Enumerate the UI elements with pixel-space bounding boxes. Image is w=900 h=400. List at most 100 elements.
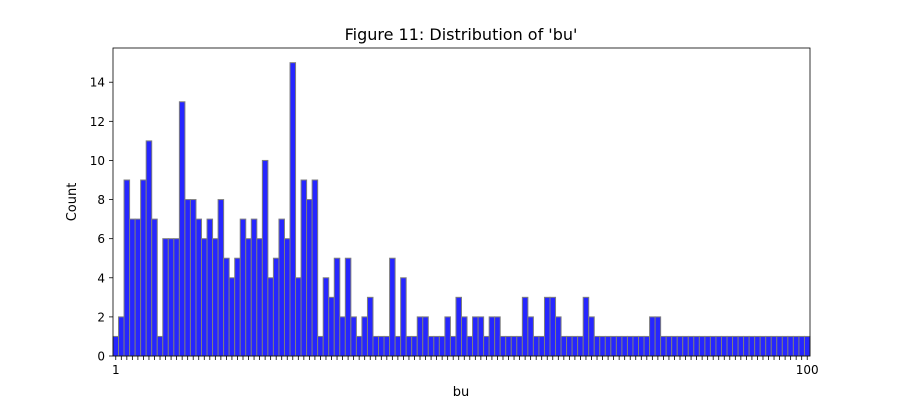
bar <box>333 257 341 357</box>
bar <box>776 335 783 357</box>
bar <box>626 335 634 357</box>
bar <box>538 335 545 357</box>
bar <box>687 335 695 357</box>
y-tick-label: 0 <box>97 350 105 364</box>
x-tick-label: 1 <box>112 363 120 377</box>
bar <box>510 335 518 357</box>
bar <box>178 101 186 357</box>
bar <box>665 335 673 357</box>
bar <box>167 238 175 357</box>
bar <box>118 316 125 357</box>
bar <box>444 316 451 357</box>
bar <box>610 335 617 357</box>
bar <box>792 335 800 357</box>
bar <box>201 238 208 357</box>
bar <box>577 335 584 357</box>
bar <box>582 296 590 357</box>
bar <box>571 335 579 357</box>
bar <box>543 296 551 357</box>
bar <box>234 257 241 357</box>
bar <box>433 335 440 357</box>
bar <box>466 335 474 357</box>
bar <box>129 218 136 357</box>
bar <box>803 335 811 357</box>
bar <box>184 199 191 357</box>
bar <box>239 218 247 357</box>
bar <box>328 296 335 357</box>
bar <box>228 277 236 357</box>
bar <box>748 335 756 357</box>
bar <box>566 335 573 357</box>
bar <box>394 335 402 357</box>
bar <box>322 277 330 357</box>
plot-frame <box>112 47 811 357</box>
bar <box>173 238 180 357</box>
bar <box>272 257 280 357</box>
bar <box>593 335 601 357</box>
bar <box>140 179 147 357</box>
bar <box>134 218 142 357</box>
bar <box>461 316 468 357</box>
bar <box>720 335 728 357</box>
bar <box>499 335 507 357</box>
bar <box>278 218 285 357</box>
bar <box>311 179 319 357</box>
bar <box>416 316 424 357</box>
bar <box>638 335 645 357</box>
bar <box>643 335 651 357</box>
x-axis: 1 100 <box>112 356 819 377</box>
bar <box>195 218 203 357</box>
bar <box>267 277 274 357</box>
bar <box>798 335 805 357</box>
bar <box>422 316 429 357</box>
bar <box>151 218 158 357</box>
y-tick-label: 6 <box>97 232 105 246</box>
bar <box>649 316 656 357</box>
bar <box>770 335 778 357</box>
bar <box>654 316 662 357</box>
bar <box>671 335 678 357</box>
bar <box>759 335 767 357</box>
bar <box>449 335 457 357</box>
y-tick-label: 10 <box>90 154 105 168</box>
bar <box>660 335 667 357</box>
bars-group <box>112 62 811 357</box>
bar <box>339 316 346 357</box>
bar <box>682 335 689 357</box>
bar <box>123 179 131 357</box>
bar <box>732 335 739 357</box>
bar <box>488 316 496 357</box>
bar <box>306 199 313 357</box>
bar <box>693 335 700 357</box>
bar <box>754 335 761 357</box>
bar <box>256 238 263 357</box>
bar <box>317 335 324 357</box>
y-tick-label: 14 <box>90 76 105 90</box>
y-tick-label: 4 <box>97 271 105 285</box>
bar <box>632 335 640 357</box>
y-tick-label: 12 <box>90 115 105 129</box>
bar <box>455 296 463 357</box>
y-tick-label: 8 <box>97 193 105 207</box>
y-axis-label: Count <box>65 183 80 222</box>
bar <box>405 335 413 357</box>
bar <box>560 335 568 357</box>
bar <box>709 335 717 357</box>
bar <box>505 335 512 357</box>
bar <box>366 296 374 357</box>
bar <box>378 335 385 357</box>
bar <box>787 335 794 357</box>
bar <box>483 335 490 357</box>
bar <box>145 140 153 357</box>
chart-title: Figure 11: Distribution of 'bu' <box>345 25 578 44</box>
bar <box>295 277 302 357</box>
bar <box>361 316 368 357</box>
bar <box>112 335 120 357</box>
bar <box>737 335 745 357</box>
bar <box>472 316 479 357</box>
bar <box>389 257 396 357</box>
bar <box>212 238 219 357</box>
bar <box>527 316 534 357</box>
bar <box>350 316 357 357</box>
